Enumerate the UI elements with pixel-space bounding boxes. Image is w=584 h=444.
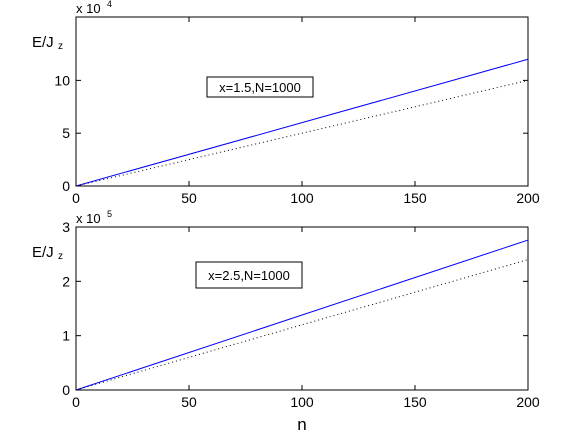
y-label: E/J: [32, 244, 54, 261]
y-tick-label: 10: [54, 72, 70, 88]
x-tick-label: 50: [181, 190, 197, 206]
x-tick-label: 150: [403, 394, 427, 410]
annotation-box: [206, 76, 314, 98]
y-tick-label: 2: [62, 273, 70, 289]
y-tick-label: 0: [62, 382, 70, 398]
y-multiplier-exp: 5: [107, 209, 112, 219]
y-tick-label: 5: [62, 125, 70, 141]
x-tick-label: 0: [72, 190, 80, 206]
x-tick-label: 50: [181, 394, 197, 410]
line-series: [75, 79, 529, 187]
x-tick-label: 0: [72, 394, 80, 410]
line-series: [75, 239, 529, 391]
x-tick-label: 200: [516, 394, 540, 410]
y-multiplier: x 10: [76, 1, 101, 16]
line-series: [75, 259, 529, 391]
y-tick-label: 1: [62, 328, 70, 344]
y-tick-label: 3: [62, 219, 70, 235]
y-multiplier-exp: 4: [107, 0, 112, 9]
plot-area: [75, 16, 529, 187]
annotation: x=1.5,N=1000: [219, 80, 301, 95]
plot-area: [75, 226, 529, 391]
y-label: E/J: [32, 34, 54, 51]
y-multiplier: x 10: [76, 211, 101, 226]
annotation: x=2.5,N=1000: [208, 268, 290, 283]
x-label: n: [297, 415, 306, 434]
annotation-box: [195, 261, 303, 289]
y-label-sub: z: [58, 251, 63, 262]
y-tick-label: 0: [62, 178, 70, 194]
x-tick-label: 100: [290, 394, 314, 410]
x-tick-label: 150: [403, 190, 427, 206]
line-series: [75, 58, 529, 187]
x-tick-label: 100: [290, 190, 314, 206]
x-tick-label: 200: [516, 190, 540, 206]
y-label-sub: z: [58, 41, 63, 52]
